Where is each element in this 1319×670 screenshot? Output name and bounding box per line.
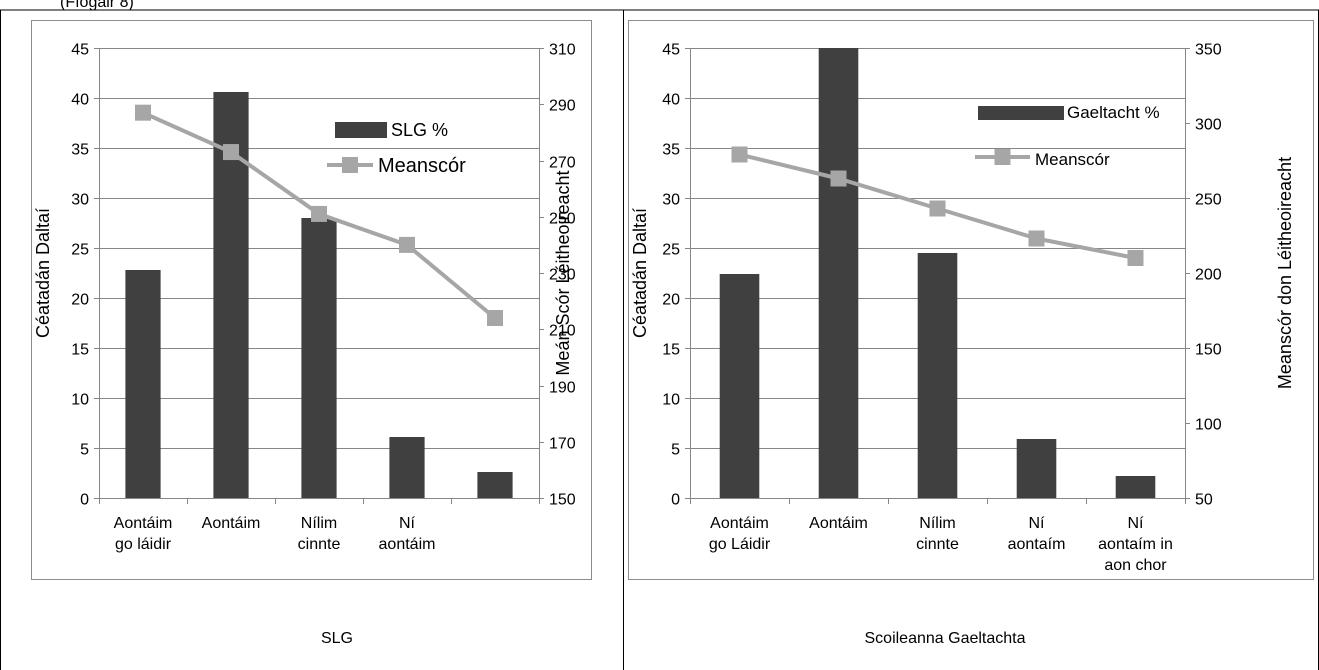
x-tick-label: go Láidir xyxy=(709,536,771,553)
x-tick-label: Ní xyxy=(1128,515,1145,532)
x-tick-label: aontáim xyxy=(379,536,436,553)
y-tick-label: 10 xyxy=(662,392,680,409)
legend-line-marker xyxy=(342,157,358,173)
line-marker xyxy=(311,205,327,222)
line-marker xyxy=(830,170,847,187)
y2-tick-label: 300 xyxy=(1195,117,1222,134)
y2-tick-label: 230 xyxy=(549,267,576,284)
legend-line-marker xyxy=(994,149,1011,165)
line-marker xyxy=(731,146,748,163)
y-tick-label: 5 xyxy=(671,442,680,459)
y2-tick-label: 270 xyxy=(549,155,576,172)
chart-2: 0 5 10 15 20 25 30 35 40 45 50 100 150 200 250 300 350 Ao… xyxy=(628,20,1314,580)
y-tick-label: 30 xyxy=(71,192,89,209)
y-tick-label: 35 xyxy=(71,142,89,159)
x-tick-label: Aontáim xyxy=(710,515,769,532)
bar xyxy=(1016,439,1057,498)
y-tick-label: 40 xyxy=(662,92,680,109)
legend-bar-label: SLG % xyxy=(391,120,448,140)
legend-line-label: Meanscór xyxy=(1035,150,1110,169)
y-tick-label: 20 xyxy=(71,292,89,309)
y2-tick-label: 200 xyxy=(1195,267,1222,284)
legend-bar-label: Gaeltacht % xyxy=(1067,103,1160,122)
y2-tick-label: 250 xyxy=(1195,192,1222,209)
x-tick-label: cinnte xyxy=(298,536,341,553)
y-tick-label: 35 xyxy=(662,142,680,159)
bar xyxy=(125,270,161,498)
y-tick-label: 15 xyxy=(662,342,680,359)
bar xyxy=(1115,476,1156,498)
x-tick-label: aontaím in xyxy=(1098,536,1173,553)
y2-tick-label: 350 xyxy=(1195,42,1222,59)
y2-tick-label: 310 xyxy=(549,42,576,59)
y-tick-label: 0 xyxy=(80,492,89,509)
y2-tick-label: 190 xyxy=(549,380,576,397)
y2-tick-label: 210 xyxy=(549,323,576,340)
x-tick-label: go láidir xyxy=(115,536,172,553)
bar xyxy=(917,253,958,498)
y-tick-label: 0 xyxy=(671,492,680,509)
bar xyxy=(301,218,337,498)
y-tick-label: 25 xyxy=(71,242,89,259)
x-tick-label: aontaím xyxy=(1008,536,1066,553)
line-marker xyxy=(399,236,415,253)
y-tick-label: 10 xyxy=(71,392,89,409)
caption-slg: SLG xyxy=(320,630,353,647)
bar xyxy=(389,437,425,498)
y-tick-label: 30 xyxy=(662,192,680,209)
x-tick-label: Nílim xyxy=(919,515,955,532)
x-tick-label: Ní xyxy=(399,515,416,532)
y2-tick-label: 100 xyxy=(1195,417,1222,434)
x-tick-label: Aontáim xyxy=(809,515,868,532)
x-tick-label: Ní xyxy=(1029,515,1046,532)
caption-gaeltacht: Scoileanna Gaeltachta xyxy=(864,630,1026,647)
y-tick-label: 20 xyxy=(662,292,680,309)
x-tick-label: cinnte xyxy=(916,536,959,553)
x-tick-label: Nílim xyxy=(301,515,337,532)
legend-line-label: Meanscór xyxy=(378,155,466,177)
bar xyxy=(477,472,513,498)
y2-tick-label: 50 xyxy=(1195,492,1213,509)
line-marker xyxy=(135,104,151,121)
y-tick-label: 25 xyxy=(662,242,680,259)
bar xyxy=(719,274,760,498)
y-axis-title: Céatadán Daltaí xyxy=(33,208,53,338)
y-tick-label: 40 xyxy=(71,92,89,109)
x-tick-label: Aontáim xyxy=(202,515,261,532)
line-marker xyxy=(487,310,503,326)
legend-bar-swatch xyxy=(335,122,387,138)
y-tick-label: 15 xyxy=(71,342,89,359)
bar xyxy=(818,48,859,498)
y2-tick-label: 290 xyxy=(549,98,576,115)
y2-axis-title: Meán Scór Léitheoireacht xyxy=(553,170,573,375)
y2-tick-label: 150 xyxy=(1195,342,1222,359)
y-tick-label: 45 xyxy=(71,42,89,59)
chart-1: 0 5 10 15 20 25 30 35 40 45 150 170 190 210 230 250 270 2… xyxy=(31,20,592,580)
y-tick-label: 45 xyxy=(662,42,680,59)
line-marker xyxy=(1028,230,1045,247)
line-marker xyxy=(929,200,946,217)
line-marker xyxy=(1127,250,1144,266)
y2-tick-label: 170 xyxy=(549,436,576,453)
x-tick-label: Aontáim xyxy=(114,515,173,532)
y2-tick-label: 250 xyxy=(549,211,576,228)
header-partial-text: (Fíogair 8) xyxy=(60,0,134,11)
y-axis-title: Céatadán Daltaí xyxy=(630,208,650,338)
legend-bar-swatch xyxy=(978,106,1064,120)
y2-axis-title: Meanscór don Léitheoireacht xyxy=(1275,157,1295,389)
y2-tick-label: 150 xyxy=(549,492,576,509)
line-marker xyxy=(223,144,239,161)
x-tick-label: aon chor xyxy=(1104,557,1167,574)
y-tick-label: 5 xyxy=(80,442,89,459)
